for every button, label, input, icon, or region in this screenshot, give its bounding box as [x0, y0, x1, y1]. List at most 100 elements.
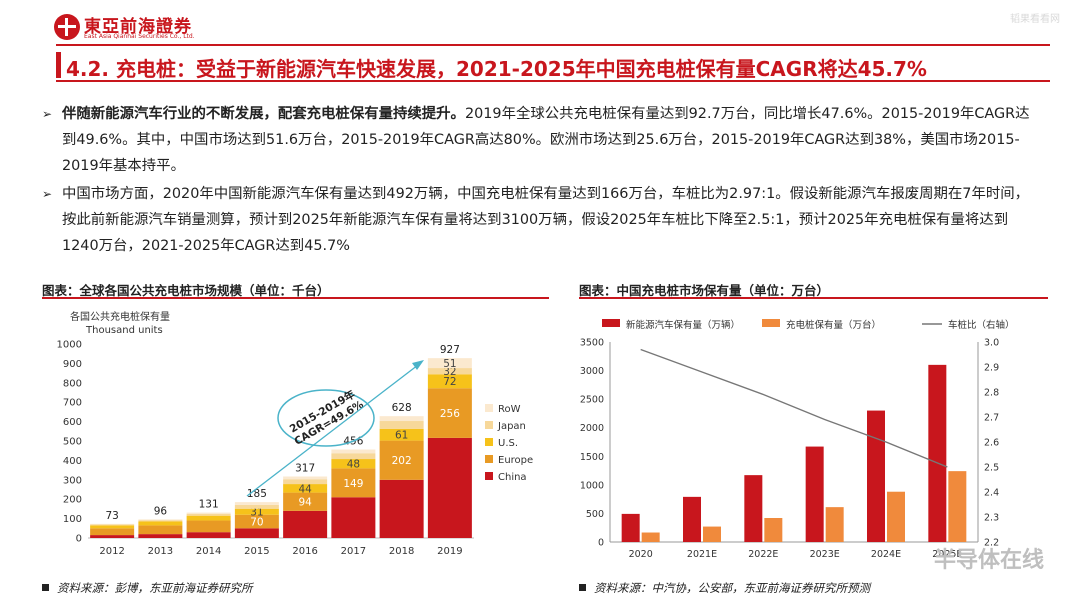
title-accent	[56, 52, 61, 78]
right-chart-ratio-line	[640, 348, 948, 468]
left-caption-divider	[42, 297, 549, 299]
left-chart: 各国公共充电桩保有量 Thousand units 0 100 200 300 400 5…	[57, 310, 534, 557]
right-source-text: 资料来源：中汽协，公安部，东亚前海证券研究所预测	[594, 581, 870, 595]
left-chart-source: 资料来源：彭博，东亚前海证券研究所	[42, 580, 253, 596]
y-tick-label: 600	[63, 417, 82, 428]
bar-segment-china	[331, 497, 376, 538]
legend-swatch	[602, 319, 620, 327]
bar-segment-row	[283, 476, 328, 480]
bar-ev-stock	[867, 410, 885, 542]
x-tick-label: 2018	[389, 546, 414, 557]
bar-segment-row	[331, 449, 376, 454]
bar-segment-china	[283, 510, 328, 538]
left-chart-ylabel-line2: Thousand units	[85, 325, 163, 336]
right-chart: 新能源汽车保有量（万辆） 充电桩保有量（万台） 车桩比（右轴） 0 500 1000 15…	[580, 319, 1015, 560]
y-tick-label: 500	[63, 437, 82, 448]
y-tick-label: 100	[63, 514, 82, 525]
company-logo-icon	[54, 14, 80, 40]
y-tick-label: 700	[63, 398, 82, 409]
right-chart-caption: 图表：中国充电桩市场保有量（单位：万台）	[579, 283, 830, 298]
bullet-2-text: 中国市场方面，2020年中国新能源汽车保有量达到492万辆，中国充电桩保有量达到…	[62, 186, 1030, 254]
bar-segment-row	[379, 416, 424, 422]
segment-value-label: 48	[347, 459, 360, 471]
bar-segment-china	[427, 437, 472, 538]
bar-segment-us	[90, 525, 135, 529]
top-watermark: 韬果看看网	[1010, 14, 1060, 25]
bar-segment-us	[138, 521, 183, 526]
bar-segment-japan	[234, 504, 279, 509]
segment-value-label: 61	[395, 430, 408, 442]
source-square-icon	[42, 584, 49, 591]
bar-segment-row	[234, 502, 279, 505]
bar-segment-europe	[234, 514, 279, 529]
bar-segment-us	[234, 508, 279, 515]
bar-segment-row	[90, 523, 135, 525]
left-chart-axis: 0 100 200 300 400 500 600 700 800 900 1000 2012 2013…	[57, 340, 474, 557]
y-right-tick-label: 3.0	[984, 338, 999, 349]
y-right-tick-label: 2.4	[984, 488, 999, 499]
x-tick-label: 2016	[292, 546, 317, 557]
x-tick-label: 2013	[148, 546, 173, 557]
segment-value-label: 202	[392, 455, 412, 467]
y-tick-label: 0	[76, 534, 82, 545]
bar-total-label: 628	[392, 402, 412, 414]
cagr-ellipse	[277, 389, 375, 447]
bar-segment-row	[186, 512, 231, 514]
bar-segment-japan	[186, 513, 231, 516]
x-tick-label: 2017	[341, 546, 366, 557]
x-tick-label: 2024E	[871, 549, 901, 560]
bar-ev-stock	[621, 513, 640, 542]
bar-charger-stock	[825, 507, 844, 542]
bar-charger-stock	[764, 518, 783, 542]
right-chart-legend: 新能源汽车保有量（万辆） 充电桩保有量（万台） 车桩比（右轴）	[602, 319, 1015, 331]
bullet-arrow-icon: ➢	[42, 187, 53, 201]
x-tick-label: 2021E	[687, 549, 717, 560]
y-tick-label: 300	[63, 475, 82, 486]
bullet-item-1: ➢ 伴随新能源汽车行业的不断发展，配套充电桩保有量持续提升。2019年全球公共充…	[42, 101, 1042, 179]
legend-label: RoW	[498, 404, 521, 415]
y-left-tick-label: 2000	[580, 423, 604, 434]
legend-swatch	[762, 319, 780, 327]
bullet-item-2: ➢ 中国市场方面，2020年中国新能源汽车保有量达到492万辆，中国充电桩保有量…	[42, 181, 1042, 259]
y-right-tick-label: 2.7	[984, 413, 999, 424]
x-tick-label: 2019	[437, 546, 462, 557]
y-left-tick-label: 3500	[580, 338, 604, 349]
left-source-text: 资料来源：彭博，东亚前海证券研究所	[57, 581, 253, 595]
right-chart-source: 资料来源：中汽协，公安部，东亚前海证券研究所预测	[579, 580, 870, 596]
bar-total-label: 317	[295, 463, 315, 475]
bar-segment-europe	[379, 440, 424, 480]
bar-segment-japan	[90, 524, 135, 526]
y-tick-label: 400	[63, 456, 82, 467]
bar-segment-europe	[283, 492, 328, 511]
legend-swatch	[485, 455, 493, 463]
right-chart-bars	[621, 364, 967, 542]
segment-value-label: 32	[443, 366, 456, 378]
bar-segment-japan	[138, 520, 183, 522]
x-tick-label: 2015	[244, 546, 269, 557]
segment-value-label: 31	[250, 507, 263, 519]
bar-segment-us	[283, 484, 328, 493]
x-tick-label: 2014	[196, 546, 221, 557]
trend-arrow-icon	[412, 360, 424, 370]
bar-segment-row	[427, 358, 472, 369]
bar-segment-china	[138, 534, 183, 538]
y-right-tick-label: 2.2	[984, 538, 999, 549]
bar-segment-china	[234, 528, 279, 538]
bar-segment-china	[90, 535, 135, 538]
bar-segment-europe	[186, 520, 231, 533]
y-tick-label: 1000	[57, 340, 82, 351]
bar-segment-china	[186, 532, 231, 538]
x-tick-label: 2012	[99, 546, 124, 557]
bar-charger-stock	[887, 491, 905, 542]
segment-value-label: 94	[298, 497, 312, 509]
left-chart-caption: 图表：全球各国公共充电桩市场规模（单位：千台）	[42, 283, 330, 298]
legend-label: China	[498, 472, 527, 483]
bar-segment-us	[186, 515, 231, 521]
y-right-tick-label: 2.8	[984, 388, 999, 399]
bar-total-label: 131	[199, 499, 219, 511]
bullet-list: ➢ 伴随新能源汽车行业的不断发展，配套充电桩保有量持续提升。2019年全球公共充…	[42, 101, 1042, 259]
bar-segment-japan	[283, 479, 328, 485]
bullet-1-text: 2019年全球公共充电桩保有量达到92.7万台，同比增长47.6%。2015-2…	[62, 106, 1030, 174]
bar-total-label: 96	[154, 505, 168, 517]
